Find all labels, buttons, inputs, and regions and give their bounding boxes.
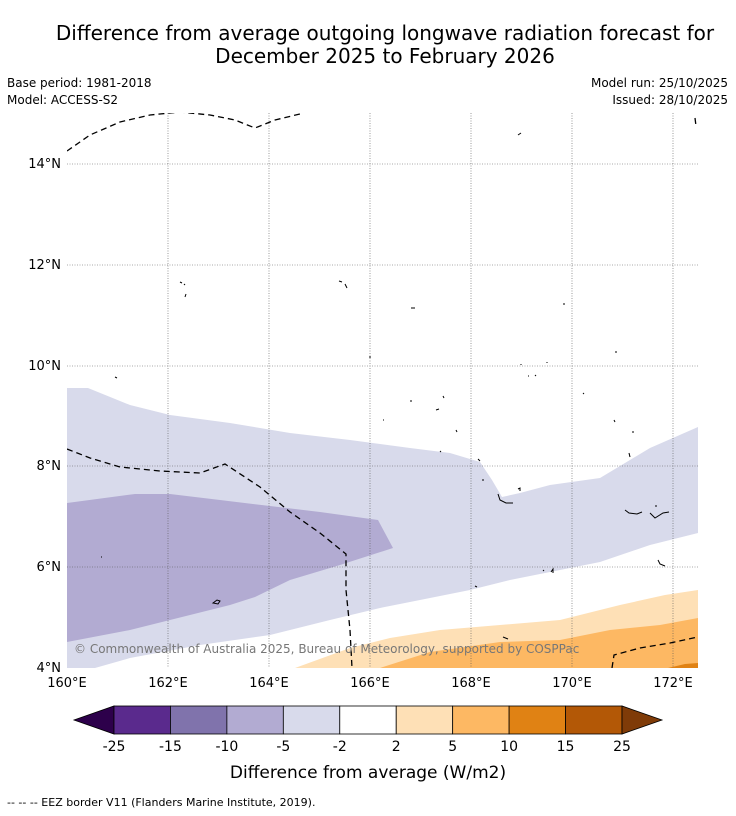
colorbar-tick-label: -5 xyxy=(276,739,290,755)
lat-label-10n: 10°N xyxy=(28,359,61,374)
lat-label-12n: 12°N xyxy=(28,258,61,273)
anomaly-band-pos5-pos10 xyxy=(380,618,698,668)
lon-label-168e: 168°E xyxy=(451,676,491,691)
lon-label-164e: 164°E xyxy=(249,676,289,691)
lon-label-160e: 160°E xyxy=(47,676,87,691)
colorbar-swatch xyxy=(113,705,171,735)
colorbar-tick-labels: -25 -15 -10 -5 -2 2 5 10 15 25 xyxy=(103,739,631,755)
lon-label-170e: 170°E xyxy=(552,676,592,691)
eez-borders xyxy=(67,113,698,668)
lon-label-162e: 162°E xyxy=(148,676,188,691)
meta-left: Base period: 1981-2018 Model: ACCESS-S2 xyxy=(7,75,152,109)
colorbar-extend-high xyxy=(621,705,664,735)
colorbar-swatch xyxy=(339,705,397,735)
colorbar-title: Difference from average (W/m2) xyxy=(230,763,506,783)
colorbar-tick-label: 15 xyxy=(557,739,575,755)
colorbar-tick-label: -2 xyxy=(333,739,347,755)
colorbar-extend-low xyxy=(72,705,115,735)
colorbar-tick-label: 2 xyxy=(392,739,401,755)
graticule xyxy=(67,113,698,668)
colorbar-swatch xyxy=(170,705,228,735)
lon-label-166e: 166°E xyxy=(350,676,390,691)
eez-legend-note: -- -- -- EEZ border V11 (Flanders Marine… xyxy=(7,796,316,809)
latitude-labels: 14°N 12°N 10°N 8°N 6°N 4°N xyxy=(28,157,61,676)
colorbar-swatch xyxy=(565,705,623,735)
colorbar-swatch xyxy=(226,705,284,735)
base-period: Base period: 1981-2018 xyxy=(7,76,152,90)
colorbar xyxy=(72,705,664,735)
issued-date: Issued: 28/10/2025 xyxy=(612,93,728,107)
lat-label-4n: 4°N xyxy=(37,661,62,676)
lat-label-6n: 6°N xyxy=(37,560,62,575)
anomaly-band-neg5-neg10 xyxy=(67,494,393,642)
lat-label-8n: 8°N xyxy=(37,459,62,474)
anomaly-band-pos10-pos15 xyxy=(668,663,698,668)
colorbar-swatch xyxy=(508,705,566,735)
colorbar-tick-label: -10 xyxy=(215,739,238,755)
map-plot-area: © Commonwealth of Australia 2025, Bureau… xyxy=(67,113,698,668)
colorbar-tick-label: -15 xyxy=(159,739,182,755)
longitude-labels: 160°E 162°E 164°E 166°E 168°E 170°E 172°… xyxy=(47,676,693,691)
colorbar-tick-label: -25 xyxy=(103,739,126,755)
colorbar-swatch xyxy=(282,705,341,735)
colorbar-swatch xyxy=(395,705,454,735)
chart-title: Difference from average outgoing longwav… xyxy=(0,22,736,68)
colorbar-tick-label: 25 xyxy=(613,739,631,755)
copyright-notice: © Commonwealth of Australia 2025, Bureau… xyxy=(74,642,579,656)
title-line-2: December 2025 to February 2026 xyxy=(215,44,555,68)
islands xyxy=(101,132,670,640)
model-name: Model: ACCESS-S2 xyxy=(7,93,119,107)
lon-label-172e: 172°E xyxy=(653,676,693,691)
title-line-1: Difference from average outgoing longwav… xyxy=(55,21,715,45)
meta-right: Model run: 25/10/2025 Issued: 28/10/2025 xyxy=(591,75,728,109)
colorbar-swatch xyxy=(452,705,510,735)
colorbar-tick-label: 10 xyxy=(500,739,518,755)
colorbar-tick-label: 5 xyxy=(448,739,457,755)
lat-label-14n: 14°N xyxy=(28,157,61,172)
model-run: Model run: 25/10/2025 xyxy=(590,76,728,90)
